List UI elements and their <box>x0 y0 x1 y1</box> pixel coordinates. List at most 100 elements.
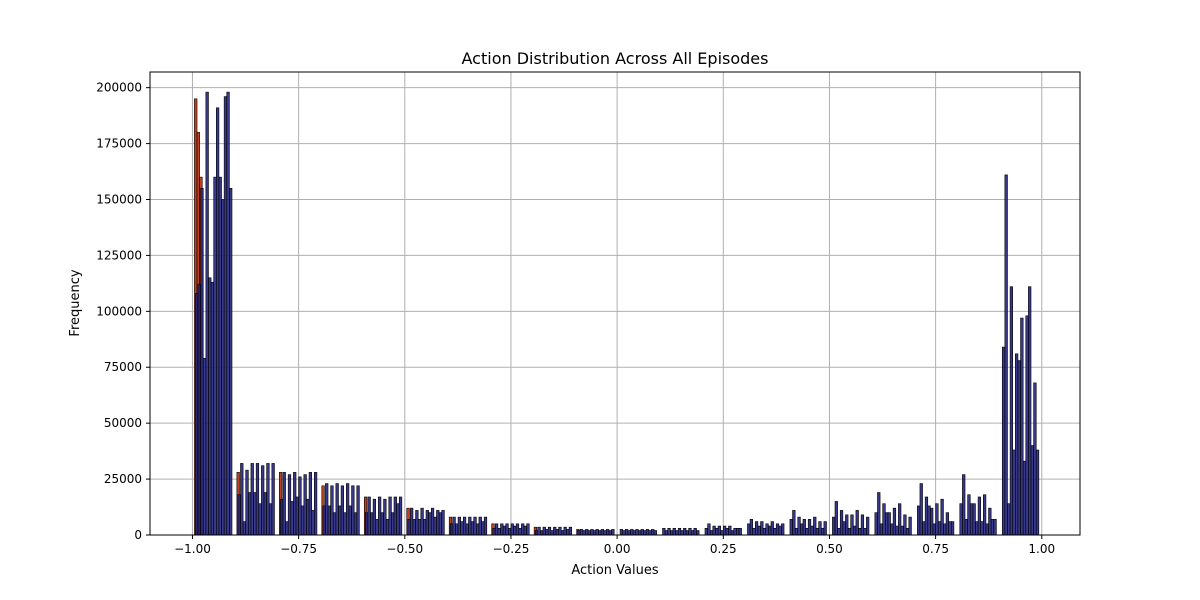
y-tick-label: 25000 <box>104 472 142 486</box>
histogram-bar <box>1009 286 1014 536</box>
histogram-bar <box>587 530 591 536</box>
histogram-bar <box>558 526 562 536</box>
histogram-bar <box>545 529 549 536</box>
histogram-bar <box>847 527 851 536</box>
y-tick-label: 0 <box>134 528 142 542</box>
histogram-bar <box>216 107 220 536</box>
histogram-bar <box>917 505 921 536</box>
histogram-bar <box>945 512 949 536</box>
histogram-bar <box>430 507 435 536</box>
histogram-bar <box>810 525 814 536</box>
histogram-bar <box>455 523 459 536</box>
histogram-bar <box>645 529 650 536</box>
histogram-bar <box>330 485 334 536</box>
histogram-bar <box>351 485 355 536</box>
histogram-bar <box>959 503 963 536</box>
histogram-bar <box>662 527 666 536</box>
y-axis-ticks: 0 25000 50000 75000 100000 125000 150000 175000… <box>96 81 150 542</box>
histogram-bar <box>879 523 883 536</box>
histogram-bar <box>707 523 711 536</box>
histogram-bar <box>858 527 862 536</box>
histogram-bar <box>839 510 844 536</box>
histogram-bar <box>568 526 573 536</box>
histogram-bar <box>937 521 942 536</box>
histogram-bar <box>712 525 716 536</box>
x-tick-label: −1.00 <box>174 542 211 556</box>
x-axis-label: Action Values <box>571 563 659 578</box>
histogram-bar <box>1001 346 1006 536</box>
histogram-bar <box>892 507 897 536</box>
y-tick-label: 150000 <box>96 192 142 206</box>
histogram-bar <box>935 503 939 536</box>
histogram-bar <box>327 505 331 536</box>
histogram-bar <box>208 277 212 536</box>
histogram-bar <box>800 523 804 536</box>
histogram-bar <box>367 496 371 536</box>
histogram-bar <box>293 472 297 536</box>
histogram-bar <box>709 530 714 536</box>
histogram-bar <box>428 512 432 536</box>
histogram-bar <box>300 505 305 536</box>
histogram-bar <box>340 485 345 536</box>
histogram-bar <box>680 530 684 536</box>
histogram-bar <box>465 523 469 536</box>
y-tick-label: 100000 <box>96 304 142 318</box>
histogram-bar <box>768 525 772 536</box>
histogram-bar <box>370 512 374 536</box>
histogram-bar <box>420 507 424 536</box>
histogram-bar <box>407 519 411 536</box>
histogram-bar <box>818 521 822 536</box>
histogram-bar <box>378 496 382 536</box>
bar-series-front <box>195 91 1040 536</box>
histogram-bar <box>412 519 416 536</box>
histogram-bar <box>438 512 443 536</box>
histogram-bar <box>268 503 273 536</box>
histogram-bar <box>842 521 846 536</box>
histogram-bar <box>932 523 936 536</box>
histogram-bar <box>385 519 390 536</box>
histogram-bar <box>951 521 955 536</box>
histogram-bar <box>415 510 419 536</box>
histogram-bar <box>436 510 440 536</box>
histogram-bar <box>322 505 326 536</box>
histogram-bar <box>664 530 669 536</box>
histogram-bar <box>962 474 966 536</box>
histogram-bar <box>526 523 530 536</box>
histogram-bar <box>948 521 952 536</box>
histogram-bar <box>250 463 254 536</box>
x-tick-label: 0.00 <box>604 542 631 556</box>
histogram-bar <box>683 527 687 536</box>
histogram-bar <box>462 516 467 536</box>
histogram-bar <box>905 527 910 536</box>
histogram-bar <box>983 494 987 536</box>
histogram-bar <box>343 512 347 536</box>
histogram-bar <box>470 521 475 536</box>
histogram-bar <box>778 525 782 536</box>
histogram-bar <box>577 530 581 536</box>
histogram-bar <box>502 525 507 536</box>
histogram-bar <box>585 529 589 536</box>
histogram-bar <box>555 529 559 536</box>
y-tick-label: 75000 <box>104 360 142 374</box>
histogram-bar <box>690 530 695 536</box>
histogram-bar <box>566 529 570 536</box>
histogram-bar <box>364 512 369 536</box>
histogram-bar <box>895 525 899 536</box>
histogram-bar <box>391 512 395 536</box>
histogram-bar <box>813 516 817 536</box>
histogram-bar <box>478 516 482 536</box>
histogram-bar <box>627 530 631 536</box>
histogram-bar <box>837 527 841 536</box>
histogram-bar <box>195 293 199 536</box>
histogram-bar <box>553 526 557 536</box>
histogram-bar <box>1022 460 1027 536</box>
histogram-bar <box>752 527 756 536</box>
histogram-bar <box>980 521 984 536</box>
histogram-bar <box>845 514 849 536</box>
histogram-bar <box>303 474 307 536</box>
histogram-bar <box>388 496 392 536</box>
histogram-bar <box>441 510 445 536</box>
histogram-bar <box>977 496 981 536</box>
histogram-bar <box>582 530 586 536</box>
